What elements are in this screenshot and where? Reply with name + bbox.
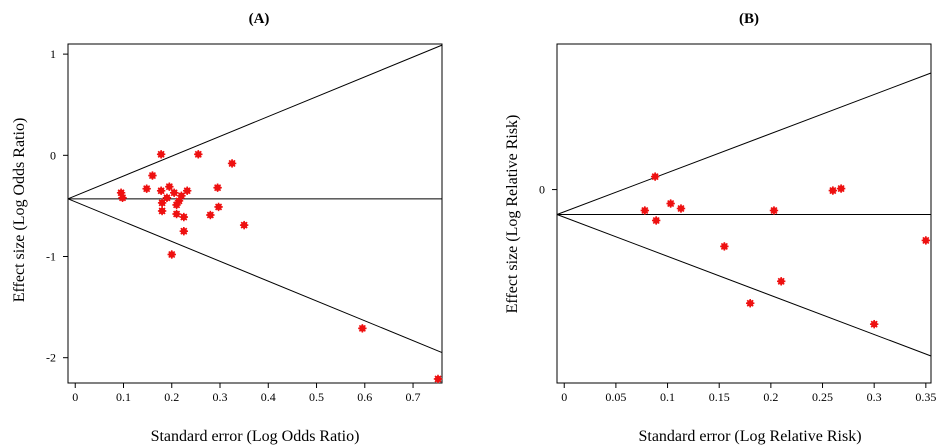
panel-a-y-ticks: 1 0 -1 -2 xyxy=(46,47,68,365)
panel-b-x-tick-label: 0.05 xyxy=(605,390,626,404)
panel-a-x-tick-label: 0.1 xyxy=(116,390,131,404)
panel-a-data-point xyxy=(118,193,127,203)
panel-a-y-axis-label: Effect size (Log Odds Ratio) xyxy=(11,118,28,303)
panel-b-x-tick-label: 0.1 xyxy=(660,390,675,404)
panel-b-funnel-lower-line xyxy=(556,214,932,357)
panel-a-y-tick-label: -2 xyxy=(46,351,56,365)
panel-b: (B) 0 0.05 0.1 0.15 0.2 0.25 0.3 0.35 0 Standar… xyxy=(504,11,936,445)
panel-a-data-point xyxy=(182,186,192,195)
panel-a-data-point xyxy=(177,191,186,200)
panel-a-data-point xyxy=(157,206,167,216)
panel-b-data-point xyxy=(836,184,846,193)
panel-a-x-tick-label: 0.5 xyxy=(309,390,324,404)
panel-b-points xyxy=(640,172,931,329)
panel-b-x-ticks: 0 0.05 0.1 0.15 0.2 0.25 0.3 0.35 xyxy=(561,383,936,404)
panel-b-data-point xyxy=(828,186,838,195)
panel-b-data-point xyxy=(651,216,661,225)
panel-b-data-point xyxy=(640,206,650,215)
panel-b-title: (B) xyxy=(739,11,759,27)
panel-b-data-point xyxy=(869,319,879,329)
panel-a-x-tick-label: 0 xyxy=(72,390,78,404)
panel-b-y-tick-label: 0 xyxy=(539,183,545,197)
panel-b-data-point xyxy=(720,242,729,251)
panel-a-x-tick-label: 0.2 xyxy=(164,390,179,404)
panel-a-data-point xyxy=(162,193,172,203)
panel-a-data-point xyxy=(179,227,189,236)
panel-a-data-point xyxy=(169,188,179,197)
panel-a-data-point xyxy=(165,182,174,191)
panel-a-y-tick-label: -1 xyxy=(46,250,56,264)
panel-a-data-point xyxy=(148,171,157,180)
panel-a-data-point xyxy=(214,202,223,212)
panel-b-y-ticks: 0 xyxy=(539,183,557,197)
panel-b-x-tick-label: 0.25 xyxy=(812,390,833,404)
panel-a-x-tick-label: 0.3 xyxy=(213,390,228,404)
panel-a-points xyxy=(116,150,443,384)
panel-a-data-point xyxy=(179,212,189,222)
panel-a-x-tick-label: 0.6 xyxy=(357,390,372,404)
panel-a-y-tick-label: 1 xyxy=(50,47,56,61)
panel-a-data-point xyxy=(194,150,203,159)
panel-a-data-point xyxy=(167,250,176,259)
panel-b-data-point xyxy=(666,199,675,208)
panel-a: (A) 0 0.1 0.2 0.3 0.4 0.5 0.6 0.7 1 0 -1 -2 Standa… xyxy=(11,11,443,445)
panel-a-data-point xyxy=(433,374,443,384)
panel-a-data-point xyxy=(358,324,367,333)
panel-a-funnel-upper-line xyxy=(67,44,443,200)
panel-b-data-point xyxy=(676,204,686,213)
panel-b-data-point xyxy=(650,172,660,181)
panel-a-data-point xyxy=(142,184,151,193)
panel-a-x-tick-label: 0.7 xyxy=(406,390,421,404)
panel-b-x-tick-label: 0.3 xyxy=(867,390,882,404)
panel-a-title: (A) xyxy=(249,11,270,27)
panel-a-data-point xyxy=(227,159,237,168)
panel-a-data-point xyxy=(156,150,166,159)
panel-b-x-tick-label: 0 xyxy=(561,390,567,404)
panel-a-x-ticks: 0 0.1 0.2 0.3 0.4 0.5 0.6 0.7 xyxy=(72,383,421,404)
panel-b-y-axis-label: Effect size (Log Relative Risk) xyxy=(504,115,521,314)
panel-a-data-point xyxy=(213,183,222,192)
panel-a-data-point xyxy=(172,209,181,219)
panel-b-x-tick-label: 0.15 xyxy=(709,390,730,404)
panel-a-funnel xyxy=(67,44,443,354)
panel-b-plot-frame xyxy=(556,43,932,384)
panel-a-x-axis-label: Standard error (Log Odds Ratio) xyxy=(151,428,360,445)
panel-a-x-tick-label: 0.4 xyxy=(261,390,276,404)
panel-b-funnel xyxy=(556,72,932,357)
panel-b-x-axis-label: Standard error (Log Relative Risk) xyxy=(638,428,861,445)
panel-b-data-point xyxy=(745,299,755,308)
panel-b-x-tick-label: 0.2 xyxy=(763,390,778,404)
panel-a-data-point xyxy=(239,220,249,230)
panel-b-data-point xyxy=(769,206,779,215)
panel-a-plot-frame xyxy=(67,43,443,384)
panel-b-x-tick-label: 0.35 xyxy=(915,390,936,404)
panel-a-data-point xyxy=(206,210,215,220)
panel-b-data-point xyxy=(776,277,786,286)
panel-a-y-tick-label: 0 xyxy=(50,148,56,162)
panel-b-funnel-upper-line xyxy=(556,72,932,215)
panel-a-funnel-lower-line xyxy=(67,198,443,354)
panel-a-data-point xyxy=(156,186,166,195)
panel-b-data-point xyxy=(921,236,931,245)
